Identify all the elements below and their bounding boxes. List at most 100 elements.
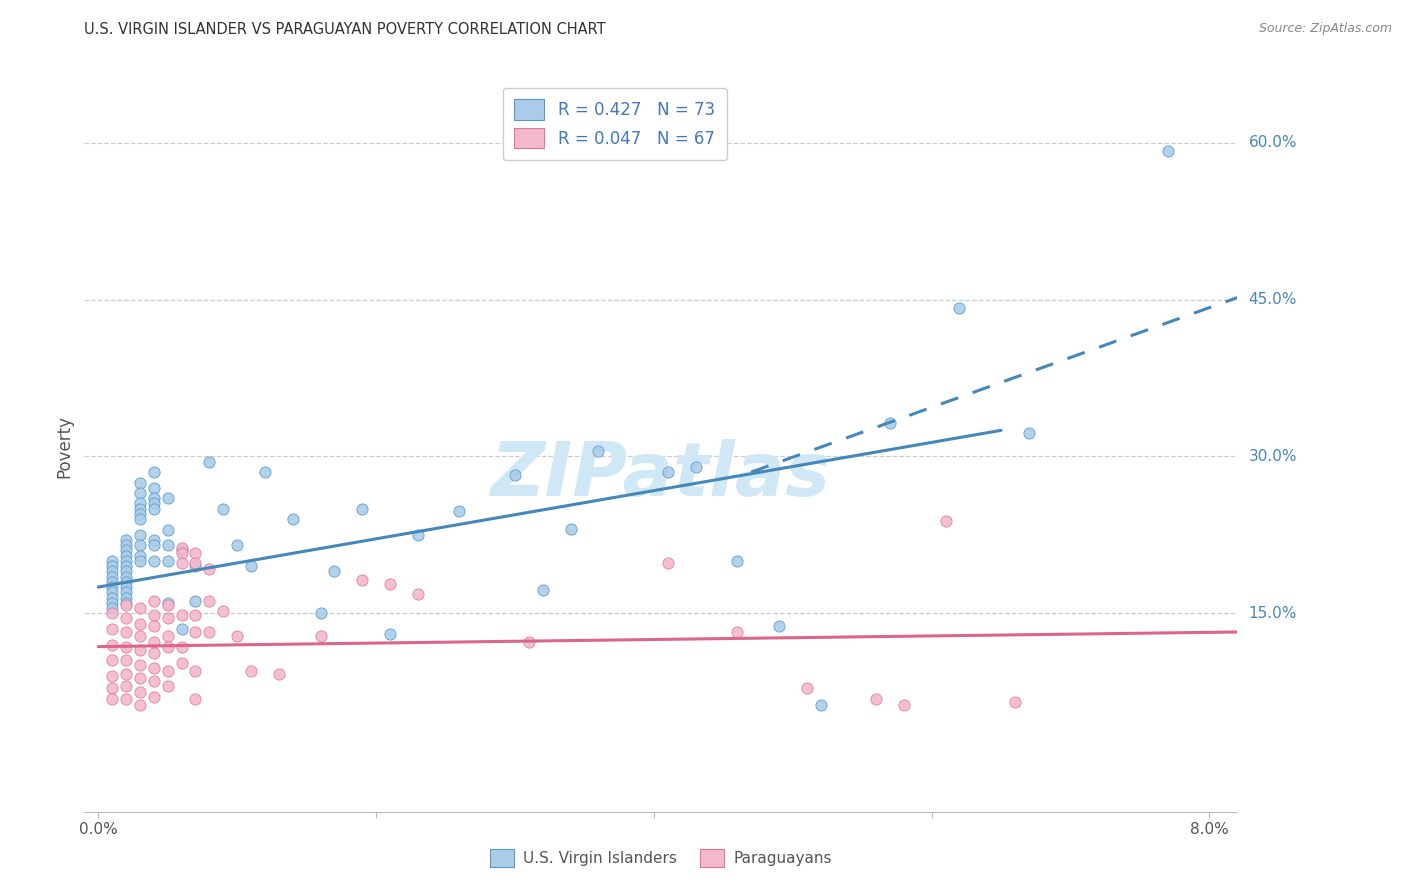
- Point: [226, 538, 249, 552]
- Point: [115, 559, 138, 574]
- Point: [101, 691, 124, 706]
- Point: [725, 625, 748, 640]
- Point: [142, 481, 165, 495]
- Text: 15.0%: 15.0%: [1249, 606, 1296, 621]
- Point: [129, 642, 152, 657]
- Point: [129, 486, 152, 500]
- Point: [156, 611, 179, 625]
- Point: [115, 653, 138, 667]
- Point: [170, 640, 193, 654]
- Point: [226, 629, 249, 643]
- Point: [378, 627, 401, 641]
- Point: [101, 591, 124, 605]
- Point: [531, 583, 554, 598]
- Point: [129, 698, 152, 713]
- Point: [170, 556, 193, 570]
- Point: [184, 664, 207, 678]
- Point: [142, 690, 165, 704]
- Point: [101, 569, 124, 583]
- Y-axis label: Poverty: Poverty: [55, 415, 73, 477]
- Text: Source: ZipAtlas.com: Source: ZipAtlas.com: [1258, 22, 1392, 36]
- Point: [156, 598, 179, 612]
- Point: [517, 635, 540, 649]
- Point: [156, 554, 179, 568]
- Point: [129, 549, 152, 563]
- Point: [115, 565, 138, 579]
- Point: [378, 577, 401, 591]
- Point: [156, 523, 179, 537]
- Point: [129, 496, 152, 510]
- Text: 30.0%: 30.0%: [1249, 449, 1296, 464]
- Point: [212, 501, 235, 516]
- Point: [115, 538, 138, 552]
- Point: [503, 468, 526, 483]
- Point: [142, 465, 165, 479]
- Point: [129, 501, 152, 516]
- Point: [142, 554, 165, 568]
- Text: 60.0%: 60.0%: [1249, 136, 1296, 151]
- Point: [865, 691, 887, 706]
- Point: [129, 507, 152, 521]
- Point: [1018, 426, 1040, 441]
- Point: [101, 585, 124, 599]
- Point: [115, 549, 138, 563]
- Point: [1157, 145, 1180, 159]
- Point: [198, 593, 221, 607]
- Point: [115, 666, 138, 681]
- Point: [1004, 695, 1026, 709]
- Point: [184, 545, 207, 559]
- Point: [115, 640, 138, 654]
- Point: [101, 601, 124, 615]
- Point: [309, 629, 332, 643]
- Point: [170, 541, 193, 556]
- Point: [142, 533, 165, 547]
- Point: [948, 301, 970, 315]
- Point: [184, 556, 207, 570]
- Point: [657, 556, 679, 570]
- Point: [101, 653, 124, 667]
- Point: [142, 618, 165, 632]
- Point: [142, 491, 165, 506]
- Point: [253, 465, 276, 479]
- Point: [198, 625, 221, 640]
- Point: [352, 501, 374, 516]
- Point: [142, 538, 165, 552]
- Point: [115, 591, 138, 605]
- Point: [267, 666, 290, 681]
- Point: [142, 496, 165, 510]
- Point: [879, 416, 901, 430]
- Point: [129, 528, 152, 542]
- Point: [281, 512, 304, 526]
- Point: [352, 573, 374, 587]
- Point: [129, 671, 152, 685]
- Point: [129, 616, 152, 631]
- Point: [115, 679, 138, 693]
- Point: [115, 625, 138, 640]
- Point: [115, 533, 138, 547]
- Point: [156, 596, 179, 610]
- Point: [560, 522, 582, 536]
- Point: [142, 608, 165, 623]
- Point: [101, 596, 124, 610]
- Point: [184, 608, 207, 623]
- Point: [101, 681, 124, 696]
- Point: [115, 580, 138, 594]
- Point: [115, 691, 138, 706]
- Point: [129, 475, 152, 490]
- Point: [115, 543, 138, 558]
- Point: [101, 580, 124, 594]
- Point: [156, 640, 179, 654]
- Point: [142, 635, 165, 649]
- Point: [129, 658, 152, 673]
- Point: [115, 585, 138, 599]
- Point: [129, 601, 152, 615]
- Text: U.S. VIRGIN ISLANDER VS PARAGUAYAN POVERTY CORRELATION CHART: U.S. VIRGIN ISLANDER VS PARAGUAYAN POVER…: [84, 22, 606, 37]
- Point: [935, 514, 957, 528]
- Point: [115, 598, 138, 612]
- Point: [170, 608, 193, 623]
- Point: [657, 465, 679, 479]
- Point: [101, 554, 124, 568]
- Point: [170, 545, 193, 559]
- Point: [129, 554, 152, 568]
- Point: [406, 528, 429, 542]
